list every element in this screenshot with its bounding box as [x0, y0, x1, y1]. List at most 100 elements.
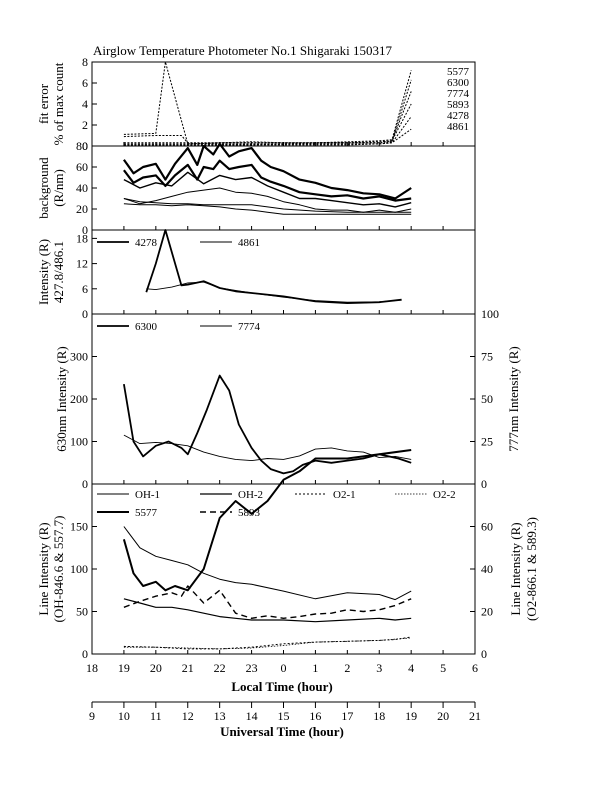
- series-label-7774: 7774: [447, 88, 470, 100]
- series-line-5577: [123, 70, 412, 144]
- series-line-5893: [123, 585, 412, 619]
- series-line-5893: [123, 187, 412, 213]
- x-tick-label-ut: 11: [150, 709, 162, 723]
- series-line-5893: [123, 103, 412, 145]
- panel-frame: [91, 145, 476, 231]
- y-tick-label: 200: [70, 392, 88, 406]
- panel-frame: [91, 313, 476, 485]
- y-tick-right-label: 25: [481, 435, 493, 449]
- series-line-5577: [122, 449, 412, 592]
- y-tick-label: 50: [76, 605, 88, 619]
- series-line-o2-2: [123, 637, 412, 650]
- y-tick-label: 100: [70, 562, 88, 576]
- x-tick-label-local: 19: [118, 661, 130, 675]
- x-tick-label-ut: 19: [405, 709, 417, 723]
- y-tick-label: 20: [76, 202, 88, 216]
- x-tick-label-local: 4: [408, 661, 414, 675]
- x-tick-label-ut: 14: [246, 709, 258, 723]
- x-axis-label-local: Local Time (hour): [231, 679, 332, 694]
- x-tick-label-ut: 17: [341, 709, 353, 723]
- x-tick-label-local: 18: [86, 661, 98, 675]
- y-tick-right-label: 60: [481, 520, 493, 534]
- x-tick-label-ut: 10: [118, 709, 130, 723]
- x-tick-label-ut: 16: [309, 709, 321, 723]
- y-tick-label: 4: [82, 97, 88, 111]
- x-tick-label-local: 3: [376, 661, 382, 675]
- y-axis-label-sub: 427.8/486.1: [51, 241, 66, 303]
- chart-title: Airglow Temperature Photometer No.1 Shig…: [93, 43, 393, 58]
- y-tick-label: 0: [82, 477, 88, 491]
- y-tick-right-label: 0: [481, 647, 487, 661]
- legend-label-4278: 4278: [135, 237, 158, 249]
- series-line-6300: [123, 159, 412, 202]
- legend-label-oh-1: OH-1: [135, 489, 160, 501]
- series-label-5893: 5893: [447, 99, 470, 111]
- y-tick-label: 8: [82, 55, 88, 69]
- y-tick-right-label: 75: [481, 350, 493, 364]
- y-tick-label: 300: [70, 350, 88, 364]
- x-tick-label-ut: 12: [182, 709, 194, 723]
- y-axis-label-sub: % of max count: [51, 62, 66, 145]
- y-axis-label-sub: (R/nm): [51, 169, 66, 207]
- series-line-oh-2: [123, 598, 412, 623]
- y-tick-label: 0: [82, 647, 88, 661]
- series-line-7774: [123, 434, 412, 462]
- x-tick-label-local: 1: [312, 661, 318, 675]
- series-line-4278: [145, 229, 402, 305]
- y-tick-label: 100: [70, 435, 88, 449]
- series-line-7774: [123, 171, 412, 208]
- series-label-4861: 4861: [447, 121, 469, 133]
- y-axis-right-label: 777nm Intensity (R): [506, 346, 521, 451]
- y-axis-label: Intensity (R): [36, 239, 51, 305]
- y-axis-right-label: Line Intensity (R): [508, 522, 523, 615]
- y-axis-label-sub: (OH-846.6 & 557.7): [51, 516, 66, 623]
- x-tick-label-local: 2: [344, 661, 350, 675]
- x-tick-label-ut: 18: [373, 709, 385, 723]
- y-tick-label: 18: [76, 231, 88, 245]
- series-line-5577: [123, 142, 412, 200]
- y-tick-label: 2: [82, 118, 88, 132]
- y-tick-label: 12: [76, 257, 88, 271]
- x-tick-label-ut: 15: [278, 709, 290, 723]
- y-axis-label: background: [36, 157, 51, 219]
- y-axis-right-label-sub: (O2-866.1 & 589.3): [524, 517, 539, 621]
- x-tick-label-local: 21: [182, 661, 194, 675]
- series-label-5577: 5577: [447, 66, 470, 78]
- y-tick-label: 60: [76, 160, 88, 174]
- y-tick-label: 6: [82, 76, 88, 90]
- legend-label-o2-1: O2-1: [333, 489, 356, 501]
- panel-background: 0 20 40 60 80 background (R/nm): [36, 139, 476, 237]
- panel-fit-error: 0 2 4 6 8 fit error% of max count 557763007774…: [36, 55, 476, 153]
- series-line-4861: [146, 281, 402, 303]
- y-axis-label: fit error: [36, 83, 51, 124]
- legend-label-5577: 5577: [135, 507, 158, 519]
- y-tick-label: 150: [70, 520, 88, 534]
- legend-label-4861: 4861: [238, 237, 260, 249]
- series-line-6300: [123, 79, 412, 145]
- y-tick-label: 6: [82, 282, 88, 296]
- y-axis-label: 630nm Intensity (R): [54, 346, 69, 451]
- y-axis-label: Line Intensity (R): [36, 522, 51, 615]
- y-tick-right-label: 50: [481, 392, 493, 406]
- series-label-4278: 4278: [447, 110, 470, 122]
- y-tick-right-label: 40: [481, 562, 493, 576]
- y-tick-label: 0: [82, 139, 88, 153]
- y-tick-label: 0: [82, 223, 88, 237]
- x-tick-label-ut: 20: [437, 709, 449, 723]
- x-tick-label-local: 20: [150, 661, 162, 675]
- series-line-4278: [123, 116, 412, 146]
- series-line-4861: [123, 203, 412, 215]
- legend-label-o2-2: O2-2: [433, 489, 456, 501]
- x-tick-label-local: 6: [472, 661, 478, 675]
- legend-label-5893: 5893: [238, 507, 261, 519]
- x-axis-label-ut: Universal Time (hour): [220, 724, 344, 739]
- x-tick-label-local: 0: [281, 661, 287, 675]
- x-tick-label-ut: 9: [89, 709, 95, 723]
- y-tick-right-label: 20: [481, 605, 493, 619]
- y-tick-label: 40: [76, 181, 88, 195]
- legend-label-oh-2: OH-2: [238, 489, 263, 501]
- x-tick-label-local: 5: [440, 661, 446, 675]
